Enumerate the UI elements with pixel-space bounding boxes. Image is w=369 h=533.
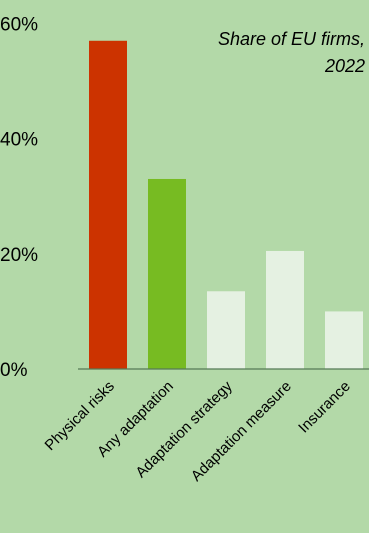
bar (148, 178, 186, 369)
y-tick-label: 20% (0, 245, 38, 266)
x-tick-label: Adaptation measure (188, 378, 295, 485)
x-tick-label: Adaptation strategy (132, 377, 236, 481)
bar (89, 40, 127, 370)
x-tick-label: Insurance (295, 378, 354, 437)
y-axis: 0% 20% 40% 60% (0, 15, 38, 382)
bar (207, 291, 245, 369)
chart-title-line-2: 2022 (324, 56, 365, 76)
y-tick-label: 40% (0, 130, 38, 151)
bar (266, 250, 304, 369)
bar (325, 311, 363, 369)
bars (89, 40, 363, 370)
y-tick-label: 60% (0, 15, 38, 36)
y-tick-label: 0% (0, 360, 28, 381)
chart-title-line-1: Share of EU firms, (218, 29, 365, 49)
